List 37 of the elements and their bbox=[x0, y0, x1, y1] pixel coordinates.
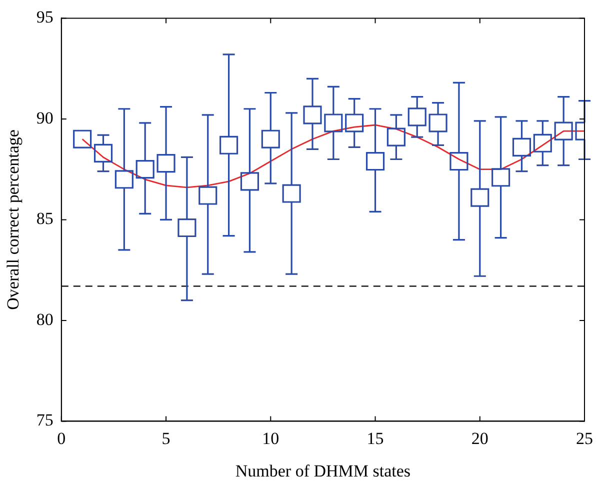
x-tick-label: 0 bbox=[57, 428, 66, 448]
point bbox=[470, 188, 490, 207]
point bbox=[386, 128, 406, 146]
x-tick-label: 20 bbox=[471, 428, 488, 448]
point bbox=[512, 138, 532, 156]
point bbox=[94, 144, 113, 162]
x-axis-title: Number of DHMM states bbox=[235, 461, 411, 480]
point bbox=[554, 122, 573, 140]
x-tick-label: 15 bbox=[366, 428, 384, 448]
x-tick-label: 25 bbox=[576, 428, 593, 448]
point bbox=[136, 160, 154, 179]
point bbox=[303, 106, 322, 124]
point bbox=[492, 168, 510, 187]
point bbox=[178, 218, 196, 238]
point bbox=[533, 134, 552, 152]
y-tick-label: 75 bbox=[36, 410, 54, 430]
point bbox=[240, 172, 259, 191]
y-tick-label: 95 bbox=[36, 8, 54, 27]
point bbox=[366, 152, 385, 171]
x-tick-label: 10 bbox=[262, 428, 280, 448]
point bbox=[156, 154, 176, 173]
point bbox=[450, 152, 468, 171]
point bbox=[261, 130, 280, 148]
point bbox=[220, 136, 238, 154]
y-axis-title: Overall correct percentage bbox=[4, 130, 23, 310]
y-tick-label: 90 bbox=[36, 108, 54, 128]
point bbox=[73, 130, 92, 148]
point bbox=[345, 114, 364, 132]
x-tick-label: 5 bbox=[162, 428, 170, 448]
y-tick-label: 85 bbox=[36, 209, 54, 228]
point bbox=[408, 108, 426, 126]
point bbox=[114, 170, 134, 189]
point bbox=[324, 114, 343, 132]
point bbox=[428, 114, 448, 132]
point bbox=[198, 186, 218, 205]
y-tick-label: 80 bbox=[36, 310, 54, 329]
point bbox=[282, 184, 301, 203]
